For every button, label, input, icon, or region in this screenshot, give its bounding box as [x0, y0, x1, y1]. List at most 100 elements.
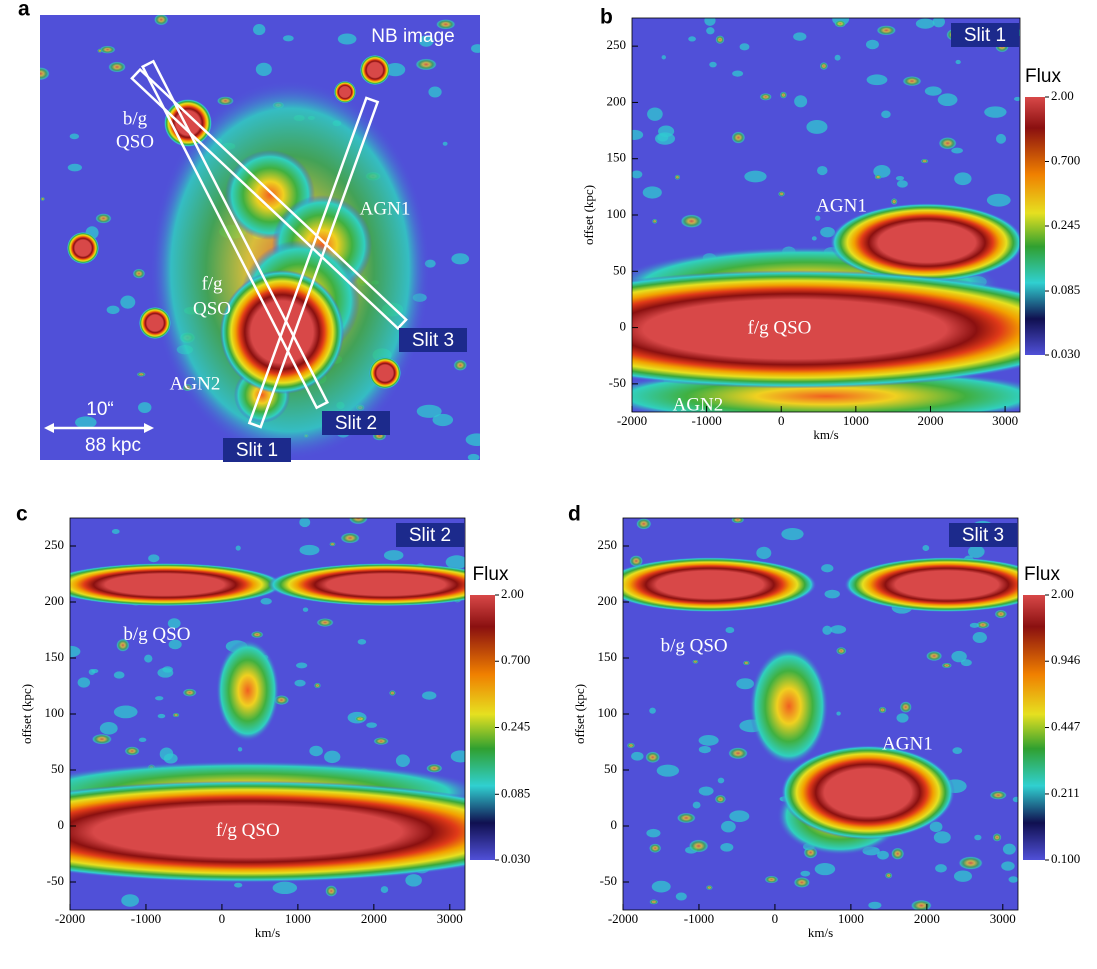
source: [164, 99, 212, 147]
noise-blob: [132, 268, 146, 279]
noise-blob: [75, 416, 97, 429]
colorbar-tick-label: 2.00: [1051, 586, 1074, 601]
y-axis-label: offset (kpc): [581, 185, 596, 245]
noise-blob: [120, 295, 136, 309]
noise-blob: [756, 546, 772, 560]
noise-blob: [692, 801, 701, 809]
y-tick-label: 200: [598, 593, 618, 608]
noise-blob: [172, 712, 180, 718]
noise-blob: [40, 196, 45, 202]
noise-blob: [954, 172, 972, 186]
colorbar-tick-label: 0.030: [1051, 346, 1080, 361]
noise-blob: [1001, 861, 1015, 871]
noise-blob: [814, 215, 821, 221]
noise-blob: [824, 589, 840, 599]
noise-blob: [237, 747, 243, 752]
colorbar-tick-label: 2.00: [1051, 88, 1074, 103]
source-label: AGN1: [360, 198, 411, 219]
y-axis-label: offset (kpc): [19, 684, 34, 744]
heatmap: [70, 518, 465, 910]
y-tick-label: -50: [609, 375, 626, 390]
noise-blob: [865, 39, 879, 50]
noise-blob: [77, 677, 91, 688]
noise-blob: [1008, 876, 1018, 883]
heatmap: [632, 18, 1020, 412]
noise-blob: [136, 372, 146, 377]
noise-blob: [419, 35, 434, 47]
x-axis-label: km/s: [255, 925, 280, 940]
emission: [70, 780, 465, 883]
colorbar-tick-label: 0.211: [1051, 785, 1080, 800]
noise-blob: [385, 63, 406, 77]
emission: [844, 557, 1018, 613]
noise-blob: [1012, 796, 1018, 803]
noise-blob: [698, 745, 711, 754]
feature-label: b/g QSO: [661, 636, 728, 657]
y-tick-label: 150: [598, 649, 618, 664]
noise-blob: [148, 554, 160, 563]
noise-blob: [651, 218, 658, 224]
noise-blob: [794, 95, 808, 108]
panel-letter: a: [18, 0, 30, 21]
feature-label: f/g QSO: [216, 820, 280, 841]
y-tick-label: 0: [58, 817, 65, 832]
noise-blob: [793, 32, 807, 41]
y-tick-label: 150: [45, 649, 65, 664]
y-tick-label: 250: [607, 37, 627, 52]
noise-blob: [895, 175, 905, 181]
noise-blob: [113, 705, 138, 719]
noise-blob: [124, 746, 140, 756]
noise-blob: [680, 214, 703, 229]
panel-letter: b: [600, 6, 613, 29]
noise-blob: [435, 19, 456, 30]
y-axis-label: offset (kpc): [572, 684, 587, 744]
noise-blob: [299, 518, 311, 528]
source: [360, 55, 390, 85]
noise-blob: [250, 631, 264, 639]
noise-blob: [99, 45, 116, 54]
noise-blob: [91, 668, 99, 674]
noise-blob: [471, 44, 480, 53]
noise-blob: [890, 198, 898, 205]
slit: [140, 59, 330, 410]
noise-blob: [467, 453, 480, 460]
noise-blob: [366, 722, 377, 728]
source-label: AGN2: [170, 373, 221, 394]
noise-blob: [732, 70, 744, 77]
noise-blob: [357, 639, 367, 645]
x-tick-label: 0: [219, 911, 226, 926]
noise-blob: [309, 745, 323, 757]
x-tick-label: 2000: [917, 413, 943, 428]
noise-blob: [253, 23, 266, 36]
x-tick-label: -2000: [608, 911, 638, 926]
slit: [130, 67, 408, 331]
noise-blob: [688, 36, 696, 42]
noise-blob: [834, 54, 841, 61]
noise-blob: [731, 131, 746, 144]
y-tick-label: 50: [604, 761, 617, 776]
noise-blob: [717, 777, 725, 784]
noise-blob: [876, 25, 897, 36]
y-tick-label: 250: [598, 537, 618, 552]
colorbar-title: Flux: [1024, 564, 1060, 585]
x-tick-label: -2000: [55, 911, 85, 926]
noise-blob: [960, 659, 972, 667]
noise-blob: [1014, 96, 1020, 102]
noise-blob: [442, 141, 448, 146]
noise-blob: [465, 433, 480, 446]
x-tick-label: 3000: [437, 911, 463, 926]
y-tick-label: 100: [598, 705, 618, 720]
noise-blob: [836, 646, 847, 655]
noise-blob: [632, 129, 644, 140]
colorbar-title: Flux: [473, 564, 509, 585]
noise-blob: [820, 227, 835, 238]
slit-label-box: [399, 328, 467, 352]
emission: [70, 563, 284, 607]
noise-blob: [153, 15, 169, 26]
colorbar-tick-label: 0.100: [1051, 851, 1080, 866]
y-tick-label: 50: [613, 262, 626, 277]
noise-blob: [878, 706, 887, 714]
noise-blob: [294, 679, 306, 687]
source-label: b/g: [123, 108, 148, 129]
